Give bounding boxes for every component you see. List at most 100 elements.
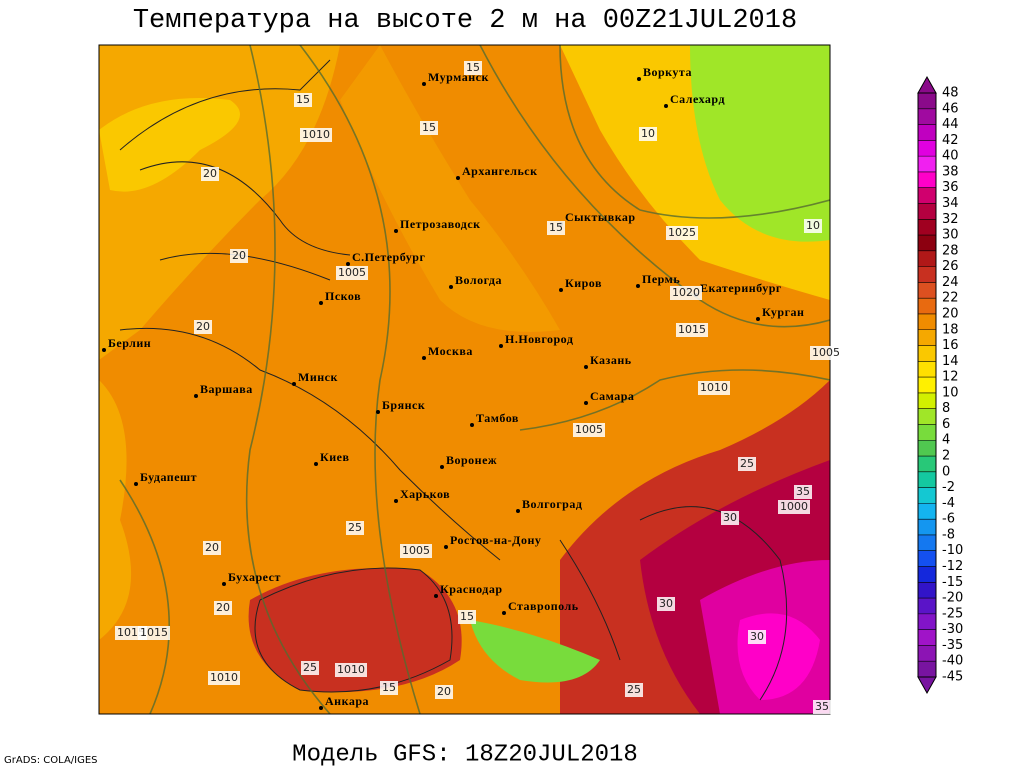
city-dot	[422, 82, 426, 86]
contour-label: 30	[723, 511, 737, 524]
contour-label-box	[657, 597, 675, 611]
colorbar-label: 48	[942, 86, 959, 101]
contour-label: 1020	[672, 286, 700, 299]
contour-label-box	[230, 249, 248, 263]
colorbar-label: 42	[942, 133, 959, 148]
contour-label: 35	[796, 485, 810, 498]
contour-label: 1015	[678, 323, 706, 336]
city-label: Самара	[590, 389, 634, 403]
contour-label: 30	[750, 630, 764, 643]
colorbar-segment	[918, 124, 936, 141]
colorbar-label: -20	[942, 591, 963, 606]
city-dot	[394, 229, 398, 233]
contour-label-box	[201, 167, 219, 181]
colorbar-segment	[918, 629, 936, 646]
colorbar-segment	[918, 282, 936, 299]
city-dot	[434, 594, 438, 598]
city-dot	[102, 348, 106, 352]
city-dot	[194, 394, 198, 398]
colorbar-segment	[918, 408, 936, 425]
city-label: Бухарест	[228, 570, 281, 584]
contour-label-box	[810, 346, 842, 360]
credit: GrADS: COLA/IGES	[4, 755, 98, 766]
contour-label: 20	[203, 167, 217, 180]
colorbar-label: 6	[942, 417, 950, 432]
contour-label-box	[547, 221, 565, 235]
city-dot	[584, 365, 588, 369]
contour-label: 1010	[337, 663, 365, 676]
contour-label: 15	[296, 93, 310, 106]
contour-label-box	[294, 93, 312, 107]
colorbar-label: 24	[942, 275, 959, 290]
colorbar-segment	[918, 140, 936, 157]
contour-label-box	[380, 681, 398, 695]
city-dot	[664, 104, 668, 108]
contour-label-box	[778, 500, 810, 514]
city-dot	[346, 262, 350, 266]
colorbar-end	[917, 75, 937, 94]
colorbar-label: 26	[942, 259, 959, 274]
city-label: Анкара	[325, 694, 369, 708]
contour-label-box	[738, 457, 756, 471]
contour-label: 10	[806, 219, 820, 232]
city-dot	[314, 462, 318, 466]
colorbar-label: -6	[942, 512, 955, 527]
city-label: Будапешт	[140, 470, 197, 484]
city-label: Псков	[325, 289, 361, 303]
contour-label: 20	[437, 685, 451, 698]
colorbar-label: 8	[942, 401, 950, 416]
colorbar-label: 16	[942, 338, 959, 353]
colorbar-label: 40	[942, 149, 959, 164]
colorbar-label: 0	[942, 464, 950, 479]
colorbar-segment	[918, 645, 936, 662]
colorbar-label: 38	[942, 164, 959, 179]
colorbar-label: -15	[942, 575, 963, 590]
contour-label: 20	[232, 249, 246, 262]
contour-label: 35	[815, 700, 829, 713]
contour-label-box	[625, 683, 643, 697]
colorbar-segment	[918, 534, 936, 552]
colorbar-label: -40	[942, 654, 963, 669]
colorbar-segment	[918, 456, 936, 473]
colorbar-segment	[918, 471, 936, 489]
contour-label: 20	[216, 601, 230, 614]
city-dot	[394, 499, 398, 503]
contour-label: 1010	[210, 671, 238, 684]
contour-label: 1015	[140, 626, 168, 639]
colorbar-segment	[918, 377, 936, 394]
colorbar-segment	[918, 250, 936, 268]
city-label: Ставрополь	[508, 599, 579, 613]
city-dot	[456, 176, 460, 180]
colorbar-segment	[918, 392, 936, 410]
contour-label: 15	[549, 221, 563, 234]
mountain-zone	[470, 620, 600, 683]
colorbar-segment	[918, 361, 936, 378]
contour-label: 1005	[338, 266, 366, 279]
contour-label-box	[804, 219, 822, 233]
city-dot	[502, 611, 506, 615]
colorbar-label: 36	[942, 180, 959, 195]
contour-label-box	[639, 127, 657, 141]
contour-label-box	[400, 544, 432, 558]
colorbar-segment	[918, 566, 936, 583]
contour-label: 1025	[668, 226, 696, 239]
colorbar-label: 2	[942, 449, 950, 464]
contour-label-box	[346, 521, 364, 535]
contour-label: 1005	[575, 423, 603, 436]
colorbar-segment	[918, 93, 936, 110]
colorbar-label: -8	[942, 527, 955, 542]
contour-label-box	[300, 128, 332, 142]
contour-label: 25	[348, 521, 362, 534]
contour-label-box	[670, 286, 702, 300]
colorbar-label: 34	[942, 196, 959, 211]
city-label: Минск	[298, 370, 338, 384]
city-label: Тамбов	[476, 411, 519, 425]
city-label: Петрозаводск	[400, 217, 481, 231]
city-label: Салехард	[670, 92, 725, 106]
colorbar-label: 28	[942, 243, 959, 258]
colorbar-label: 32	[942, 212, 959, 227]
colorbar-label: 30	[942, 228, 959, 243]
colorbar-label: -25	[942, 606, 963, 621]
contour-label-box	[666, 226, 698, 240]
